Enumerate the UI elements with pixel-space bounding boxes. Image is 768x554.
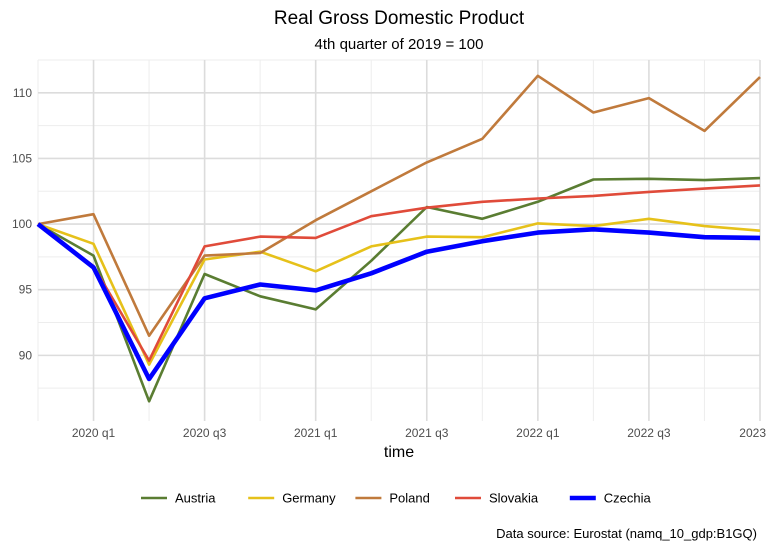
legend-label-slovakia: Slovakia bbox=[489, 491, 539, 506]
legend-label-czechia: Czechia bbox=[604, 491, 652, 506]
series-layer bbox=[36, 74, 761, 403]
series-line-czechia bbox=[36, 222, 761, 382]
series-line-germany bbox=[37, 217, 761, 366]
x-axis-title: time bbox=[384, 444, 414, 461]
series-line-slovakia bbox=[37, 184, 761, 362]
x-tick-label: 2023 bbox=[739, 426, 766, 440]
x-tick-label: 2020 q3 bbox=[183, 426, 227, 440]
x-tick-label: 2021 q1 bbox=[294, 426, 338, 440]
series-line-poland bbox=[37, 74, 761, 338]
x-tick-label: 2020 q1 bbox=[72, 426, 116, 440]
x-tick-label: 2021 q3 bbox=[405, 426, 449, 440]
chart-title: Real Gross Domestic Product bbox=[274, 8, 525, 29]
legend-label-germany: Germany bbox=[282, 491, 336, 506]
series-line-austria bbox=[37, 176, 761, 403]
x-tick-label: 2022 q3 bbox=[627, 426, 671, 440]
chart-subtitle: 4th quarter of 2019 = 100 bbox=[315, 36, 484, 53]
y-tick-label: 95 bbox=[19, 283, 33, 297]
x-tick-label: 2022 q1 bbox=[516, 426, 560, 440]
y-tick-label: 100 bbox=[12, 217, 32, 231]
y-tick-label: 90 bbox=[19, 348, 33, 362]
y-tick-label: 105 bbox=[12, 151, 32, 165]
chart-caption: Data source: Eurostat (namq_10_gdp:B1GQ) bbox=[496, 526, 757, 541]
legend: Austria Germany Poland Slovakia Czechia bbox=[141, 491, 652, 506]
y-tick-label: 110 bbox=[13, 86, 32, 100]
legend-label-poland: Poland bbox=[389, 491, 429, 506]
tick-layer: 90 95 100 105 110 2020 q1 2020 q3 2021 q1 2021 q… bbox=[12, 86, 766, 440]
legend-label-austria: Austria bbox=[175, 491, 216, 506]
grid-layer bbox=[37, 59, 761, 421]
